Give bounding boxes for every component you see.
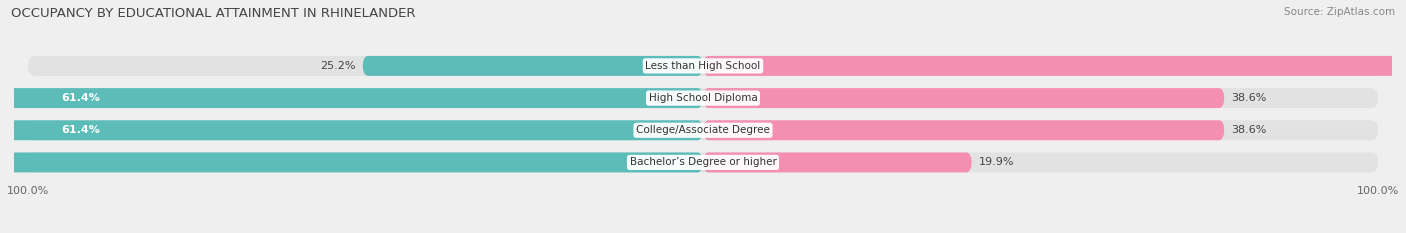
FancyBboxPatch shape	[28, 56, 1378, 76]
Text: High School Diploma: High School Diploma	[648, 93, 758, 103]
Text: Source: ZipAtlas.com: Source: ZipAtlas.com	[1284, 7, 1395, 17]
FancyBboxPatch shape	[28, 120, 1378, 140]
Legend: Owner-occupied, Renter-occupied: Owner-occupied, Renter-occupied	[579, 232, 827, 233]
FancyBboxPatch shape	[703, 88, 1225, 108]
Text: OCCUPANCY BY EDUCATIONAL ATTAINMENT IN RHINELANDER: OCCUPANCY BY EDUCATIONAL ATTAINMENT IN R…	[11, 7, 416, 20]
Text: College/Associate Degree: College/Associate Degree	[636, 125, 770, 135]
Text: 38.6%: 38.6%	[1232, 93, 1267, 103]
FancyBboxPatch shape	[703, 56, 1406, 76]
Text: 61.4%: 61.4%	[62, 125, 100, 135]
FancyBboxPatch shape	[0, 88, 703, 108]
FancyBboxPatch shape	[703, 152, 972, 172]
FancyBboxPatch shape	[363, 56, 703, 76]
Text: 38.6%: 38.6%	[1232, 125, 1267, 135]
FancyBboxPatch shape	[0, 120, 703, 140]
Text: Less than High School: Less than High School	[645, 61, 761, 71]
FancyBboxPatch shape	[0, 152, 703, 172]
Text: 19.9%: 19.9%	[979, 158, 1014, 168]
Text: 61.4%: 61.4%	[62, 93, 100, 103]
FancyBboxPatch shape	[28, 88, 1378, 108]
Text: 25.2%: 25.2%	[321, 61, 356, 71]
FancyBboxPatch shape	[703, 120, 1225, 140]
Text: Bachelor’s Degree or higher: Bachelor’s Degree or higher	[630, 158, 776, 168]
FancyBboxPatch shape	[28, 152, 1378, 172]
